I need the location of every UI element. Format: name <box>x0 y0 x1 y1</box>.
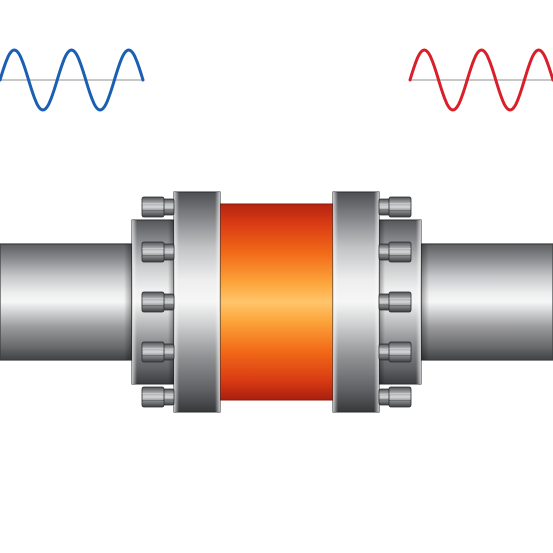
bolt-nut <box>142 342 164 362</box>
bolt-nut <box>389 242 411 262</box>
bolt-nut <box>142 387 164 407</box>
flange-left <box>174 192 220 412</box>
flange-right <box>333 192 379 412</box>
bolt-nut <box>389 292 411 312</box>
heated-ring <box>220 204 333 400</box>
coupling-diagram <box>0 0 553 553</box>
bolt-nut <box>142 292 164 312</box>
bolt-nut <box>389 387 411 407</box>
bolt-nut <box>389 342 411 362</box>
bolt-nut <box>142 197 164 217</box>
pipe-left <box>0 244 132 360</box>
bolt-nut <box>142 242 164 262</box>
pipe-right <box>421 244 553 360</box>
bolt-nut <box>389 197 411 217</box>
